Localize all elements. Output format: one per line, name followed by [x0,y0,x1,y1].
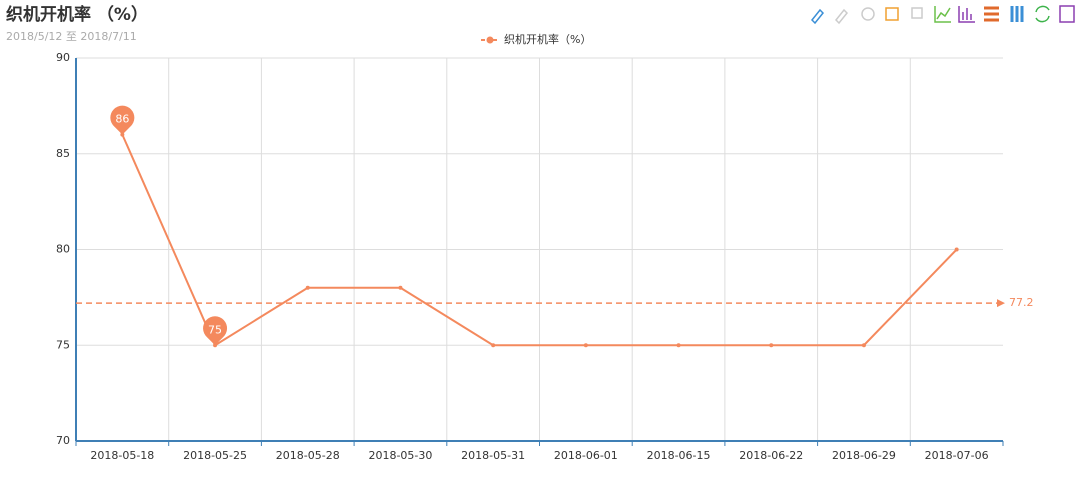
average-arrow [997,299,1005,308]
tool-restore[interactable] [1035,5,1050,23]
x-tick-label: 2018-06-01 [554,449,618,462]
x-tick-label: 2018-05-25 [183,449,247,462]
y-tick-label: 75 [56,338,70,351]
mark-pin [203,316,228,346]
y-tick-label: 85 [56,147,70,160]
legend-label: 织机开机率（%） [504,32,591,46]
point [861,343,866,348]
average-label: 77.2 [1009,296,1034,309]
y-tick-label: 90 [56,51,70,64]
point [305,285,310,290]
tool-zoom-back[interactable] [911,7,923,19]
legend-dot [486,36,494,44]
point [769,343,774,348]
x-tick-label: 2018-05-28 [276,449,340,462]
x-tick-label: 2018-07-06 [925,449,989,462]
tool-tiled[interactable] [1010,6,1024,22]
tool-mark-undo[interactable] [834,8,849,25]
tool-mark[interactable] [810,8,825,25]
toolbox[interactable] [810,5,1075,25]
x-tick-label: 2018-05-30 [368,449,432,462]
x-tick-label: 2018-06-29 [832,449,896,462]
x-tick-label: 2018-06-15 [647,449,711,462]
tool-zoom[interactable] [885,7,899,21]
mark-pin-label: 86 [115,113,129,126]
y-tick-label: 70 [56,434,70,447]
chart-subtitle: 2018/5/12 至 2018/7/11 [6,30,137,43]
point [491,343,496,348]
mark-pin-label: 75 [208,323,222,336]
x-tick-label: 2018-05-18 [90,449,154,462]
x-tick-label: 2018-05-31 [461,449,525,462]
point [954,247,959,252]
tool-clear[interactable] [861,7,875,21]
mark-pin [110,105,135,135]
point [583,343,588,348]
tool-line[interactable] [934,6,951,23]
tool-bar[interactable] [958,6,975,23]
series-line [121,134,958,347]
point [676,343,681,348]
y-tick-label: 80 [56,243,70,256]
tool-save[interactable] [1059,5,1075,23]
chart-title: 织机开机率 （%） [6,4,148,25]
point [398,285,403,290]
x-tick-label: 2018-06-22 [739,449,803,462]
tool-stack[interactable] [984,6,999,22]
